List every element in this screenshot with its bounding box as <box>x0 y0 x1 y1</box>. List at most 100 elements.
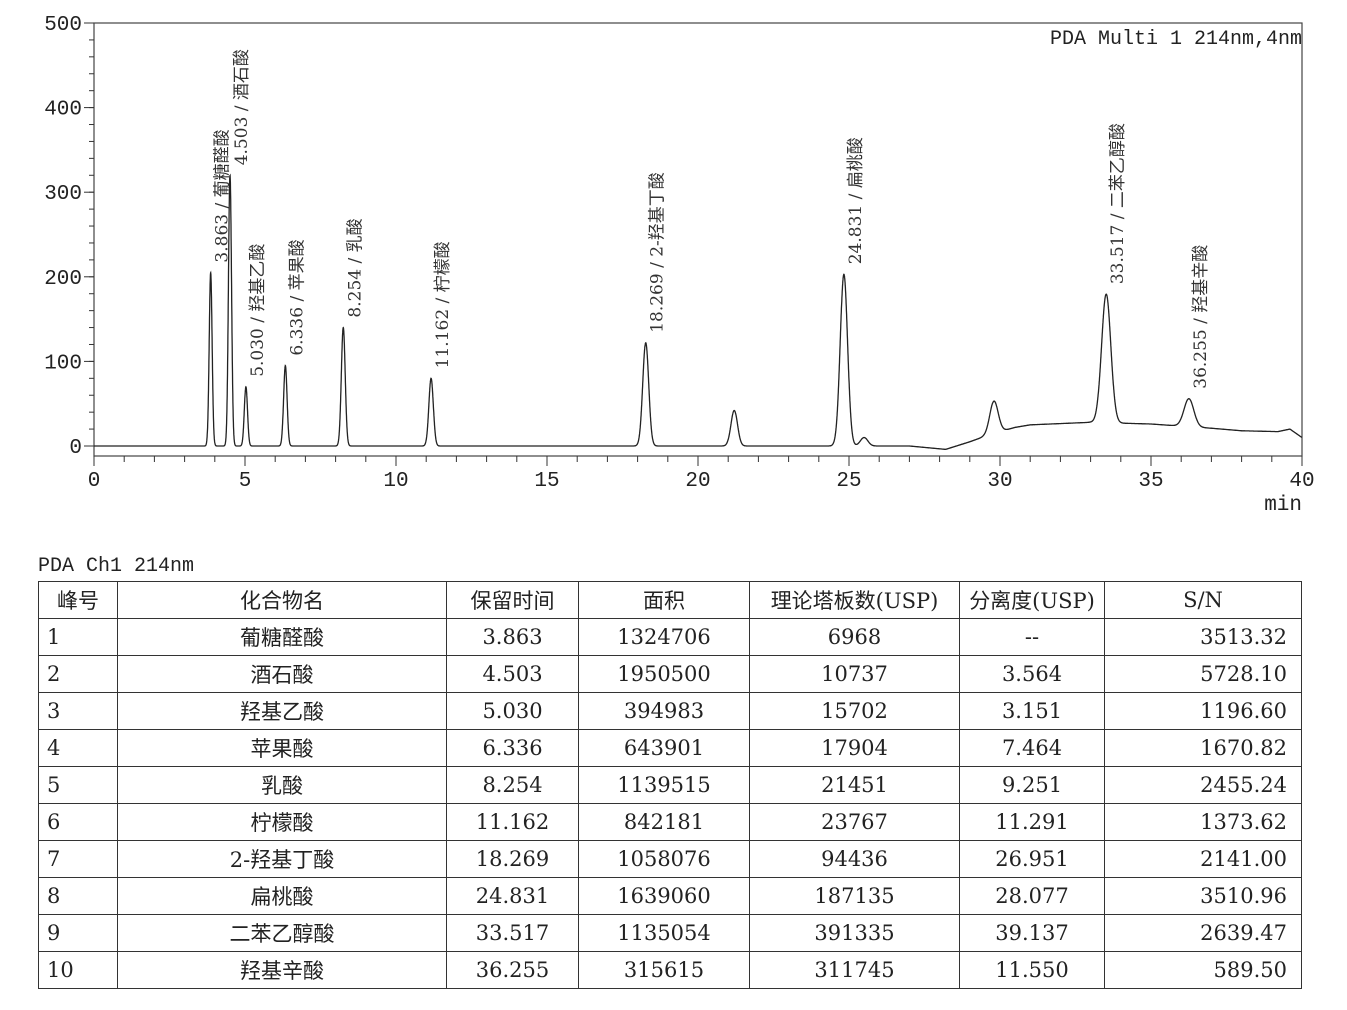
chromatogram-trace <box>94 173 1303 451</box>
x-tick-label: 40 <box>1289 470 1314 493</box>
column-header: 面积 <box>578 581 750 619</box>
table-cell: 589.50 <box>1104 951 1302 989</box>
table-cell: 扁桃酸 <box>117 877 447 915</box>
table-cell: 311745 <box>749 951 960 989</box>
peak-label: 5.030 / 羟基乙酸 <box>248 244 268 377</box>
table-cell: 8.254 <box>446 766 579 804</box>
table-cell: 6968 <box>749 618 960 656</box>
table-cell: 1135054 <box>578 914 750 952</box>
table-caption: PDA Ch1 214nm <box>38 555 195 578</box>
table-cell: 酒石酸 <box>117 655 447 693</box>
x-tick-label: 0 <box>88 470 101 493</box>
table-row: 10 羟基辛酸 36.255 315615 311745 11.550 589.50 <box>38 951 1302 989</box>
x-tick-label: 35 <box>1138 470 1163 493</box>
table-cell: 羟基辛酸 <box>117 951 447 989</box>
table-cell: 3.863 <box>446 618 579 656</box>
y-tick-label: 200 <box>44 268 82 291</box>
table-cell: 1139515 <box>578 766 750 804</box>
table-cell: 二苯乙醇酸 <box>117 914 447 952</box>
table-cell: 36.255 <box>446 951 579 989</box>
table-row: 9 二苯乙醇酸 33.517 1135054 391335 39.137 2639.47 <box>38 914 1302 952</box>
table-cell: 39.137 <box>959 914 1105 952</box>
table-cell: 3.151 <box>959 692 1105 730</box>
table-cell: 7.464 <box>959 729 1105 767</box>
table-cell: 10 <box>38 951 118 989</box>
table-cell: 23767 <box>749 803 960 841</box>
table-cell: 33.517 <box>446 914 579 952</box>
table-cell: 5 <box>38 766 118 804</box>
table-cell: 9.251 <box>959 766 1105 804</box>
table-row: 7 2-羟基丁酸 18.269 1058076 94436 26.951 2141.00 <box>38 840 1302 878</box>
column-header: 分离度(USP) <box>959 581 1105 619</box>
x-axis-unit: min <box>1264 494 1302 517</box>
table-cell: 15702 <box>749 692 960 730</box>
x-tick-label: 25 <box>836 470 861 493</box>
table-cell: 羟基乙酸 <box>117 692 447 730</box>
peak-table: 峰号 化合物名 保留时间 面积 理论塔板数(USP) 分离度(USP) S/N 1 葡糖醛酸 3… <box>38 581 1302 989</box>
table-cell: 葡糖醛酸 <box>117 618 447 656</box>
peak-label: 36.255 / 羟基辛酸 <box>1191 245 1211 389</box>
table-cell: 5728.10 <box>1104 655 1302 693</box>
table-cell: 3513.32 <box>1104 618 1302 656</box>
table-cell: 10737 <box>749 655 960 693</box>
x-tick-label: 30 <box>987 470 1012 493</box>
peak-label: 4.503 / 酒石酸 <box>232 49 252 165</box>
table-cell: 1 <box>38 618 118 656</box>
table-cell: 11.550 <box>959 951 1105 989</box>
table-row: 4 苹果酸 6.336 643901 17904 7.464 1670.82 <box>38 729 1302 767</box>
table-cell: 26.951 <box>959 840 1105 878</box>
table-cell: 3 <box>38 692 118 730</box>
table-cell: 2455.24 <box>1104 766 1302 804</box>
table-row: 2 酒石酸 4.503 1950500 10737 3.564 5728.10 <box>38 655 1302 693</box>
y-tick-label: 0 <box>69 437 82 460</box>
table-cell: 2141.00 <box>1104 840 1302 878</box>
table-cell: 2639.47 <box>1104 914 1302 952</box>
table-cell: 24.831 <box>446 877 579 915</box>
table-cell: 1639060 <box>578 877 750 915</box>
table-cell: 17904 <box>749 729 960 767</box>
y-tick-label: 400 <box>44 99 82 122</box>
table-cell: -- <box>959 618 1105 656</box>
table-cell: 1196.60 <box>1104 692 1302 730</box>
table-cell: 6.336 <box>446 729 579 767</box>
table-cell: 94436 <box>749 840 960 878</box>
table-cell: 18.269 <box>446 840 579 878</box>
table-cell: 3.564 <box>959 655 1105 693</box>
table-cell: 21451 <box>749 766 960 804</box>
peak-label: 6.336 / 苹果酸 <box>287 239 307 355</box>
chart-title: PDA Multi 1 214nm,4nm <box>1050 28 1302 51</box>
table-cell: 8 <box>38 877 118 915</box>
table-cell: 4.503 <box>446 655 579 693</box>
peak-label: 24.831 / 扁桃酸 <box>846 137 866 264</box>
peak-label: 3.863 / 葡糖醛酸 <box>213 129 233 262</box>
table-cell: 643901 <box>578 729 750 767</box>
table-cell: 11.291 <box>959 803 1105 841</box>
table-cell: 315615 <box>578 951 750 989</box>
table-cell: 391335 <box>749 914 960 952</box>
table-row: 6 柠檬酸 11.162 842181 23767 11.291 1373.62 <box>38 803 1302 841</box>
table-cell: 6 <box>38 803 118 841</box>
table-cell: 1324706 <box>578 618 750 656</box>
column-header: S/N <box>1104 581 1302 619</box>
table-cell: 柠檬酸 <box>117 803 447 841</box>
column-header: 化合物名 <box>117 581 447 619</box>
table-cell: 1670.82 <box>1104 729 1302 767</box>
column-header: 保留时间 <box>446 581 579 619</box>
y-tick-label: 500 <box>44 14 82 37</box>
table-row: 3 羟基乙酸 5.030 394983 15702 3.151 1196.60 <box>38 692 1302 730</box>
table-cell: 7 <box>38 840 118 878</box>
table-cell: 842181 <box>578 803 750 841</box>
table-cell: 4 <box>38 729 118 767</box>
column-header: 峰号 <box>38 581 118 619</box>
peak-label: 33.517 / 二苯乙醇酸 <box>1108 123 1128 284</box>
table-row: 8 扁桃酸 24.831 1639060 187135 28.077 3510.96 <box>38 877 1302 915</box>
table-cell: 9 <box>38 914 118 952</box>
peak-label: 8.254 / 乳酸 <box>345 218 365 317</box>
x-tick-label: 15 <box>534 470 559 493</box>
y-tick-label: 300 <box>44 183 82 206</box>
table-row: 5 乳酸 8.254 1139515 21451 9.251 2455.24 <box>38 766 1302 804</box>
table-cell: 11.162 <box>446 803 579 841</box>
table-cell: 5.030 <box>446 692 579 730</box>
table-cell: 1058076 <box>578 840 750 878</box>
table-cell: 394983 <box>578 692 750 730</box>
